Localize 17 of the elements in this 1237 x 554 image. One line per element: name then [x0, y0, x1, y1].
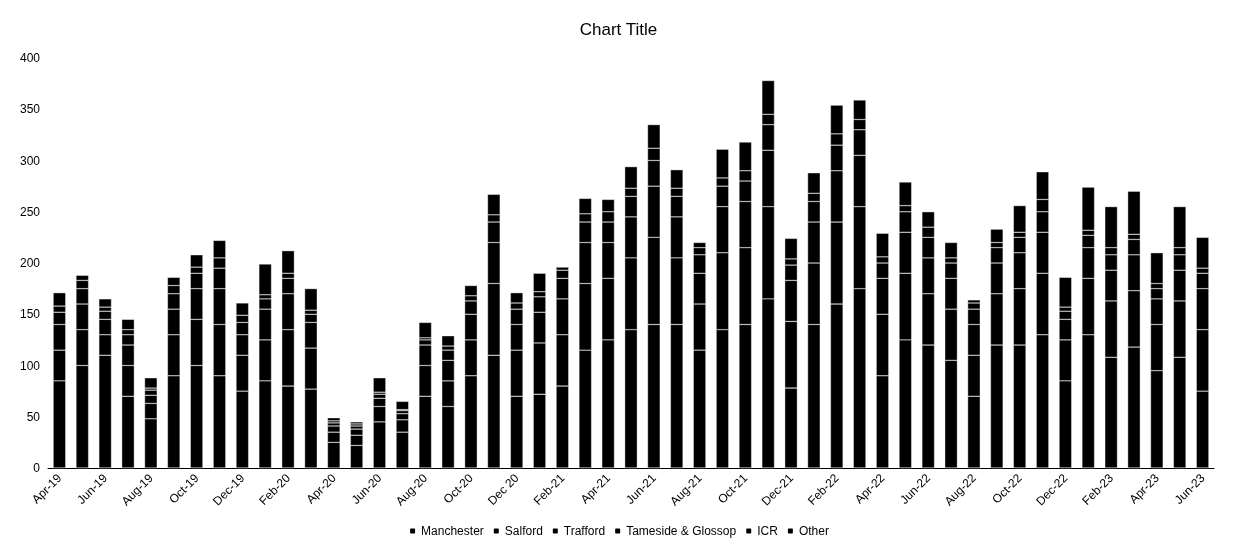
y-tick-label: 50 [26, 409, 41, 424]
legend-label: Other [798, 524, 829, 538]
y-tick-label: 150 [19, 307, 41, 322]
legend-label: ICR [757, 524, 779, 538]
y-tick-label: 0 [33, 461, 41, 475]
y-tick-label: 400 [19, 51, 41, 65]
legend-label: Manchester [421, 524, 484, 538]
chart-title: Chart Title [579, 20, 658, 39]
y-tick-label: 300 [19, 153, 41, 168]
legend-label: Salford [504, 524, 543, 538]
y-tick-label: 350 [19, 102, 41, 117]
x-tick-label: Dec 20 [484, 470, 522, 508]
y-tick-label: 250 [19, 204, 41, 219]
legend-label: Trafford [563, 524, 606, 538]
legend-label: Tameside & Glossop [626, 524, 737, 538]
y-tick-label: 100 [19, 358, 41, 373]
y-tick-label: 200 [19, 256, 41, 270]
